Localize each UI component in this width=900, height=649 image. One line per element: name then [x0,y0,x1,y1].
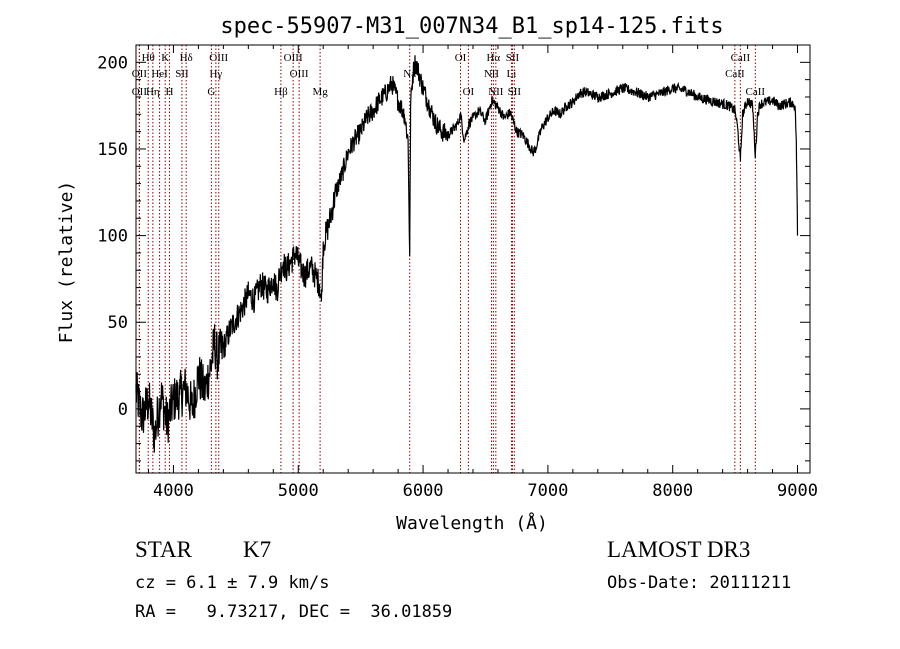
axes: 4000 5000 6000 7000 8000 9000 0 50 100 150 200 [97,45,818,501]
obs-date-text: Obs-Date: 20111211 [607,573,792,593]
line-label: G [207,86,215,98]
line-label: SII [506,52,520,64]
line-label: Hγ [209,68,222,80]
y-axis-label: Flux (relative) [56,181,77,344]
plot-frame [135,44,811,474]
line-label: HeI [151,68,168,80]
line-label: Mg [312,86,328,98]
line-label: OIII [209,52,228,64]
line-label: OIII [290,68,309,80]
survey-label: LAMOST DR3 [607,537,751,562]
x-tick-label: 6000 [403,481,444,501]
line-label: OI [463,86,475,98]
line-label: OIII [284,52,303,64]
line-label: CaII [731,52,751,64]
line-label: NII [484,68,500,80]
line-label: Hβ [274,86,288,98]
line-label: NII [488,86,504,98]
object-subclass: K7 [243,537,272,562]
y-tick-label: 200 [97,53,128,73]
y-tick-label: 150 [97,140,128,160]
x-tick-label: 7000 [527,481,568,501]
line-label: CaII [725,68,745,80]
y-tick-label: 50 [108,313,128,333]
x-tick-label: 4000 [153,481,194,501]
y-tick-label: 100 [97,227,128,247]
x-tick-label: 8000 [652,481,693,501]
spectrum-line [135,55,799,453]
line-label: H [165,86,173,98]
line-label: SII [175,68,189,80]
x-axis-label: Wavelength (Å) [396,512,548,534]
object-class: STAR [135,537,192,562]
line-label: Hδ [180,52,193,64]
line-label: Li [507,68,517,80]
y-tick-label: 0 [118,400,128,420]
line-label: OI [455,52,467,64]
x-tick-label: 9000 [777,481,818,501]
line-label: Hη [146,86,160,98]
line-label: Hθ [142,52,155,64]
line-label: Hα [486,52,500,64]
redshift-text: cz = 6.1 ± 7.9 km/s [135,573,330,593]
x-tick-label: 5000 [278,481,319,501]
coordinates-text: RA = 9.73217, DEC = 36.01859 [135,602,453,622]
line-label: OII [132,86,148,98]
line-label: K [161,52,169,64]
chart-title: spec-55907-M31_007N34_B1_sp14-125.fits [220,14,723,39]
line-label: SII [508,86,522,98]
line-label: CaII [746,86,766,98]
